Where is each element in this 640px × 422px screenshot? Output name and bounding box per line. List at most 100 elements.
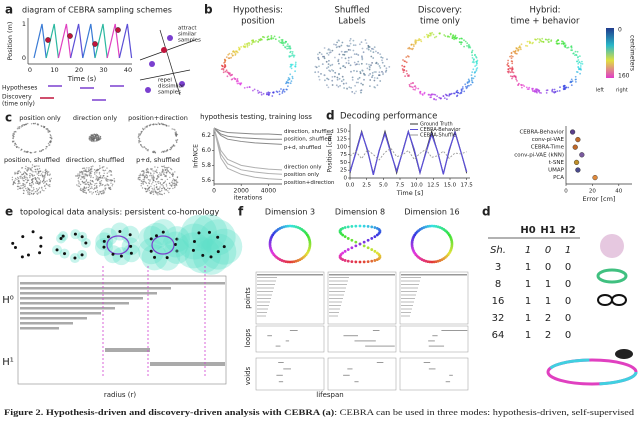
embedding-point [153,176,155,179]
embedding-point [137,178,139,180]
embedding-point [32,183,35,185]
embedding-point [36,165,38,167]
embedding-point [91,187,93,190]
caption-text: : CEBRA can be used in three modes: hypo… [334,408,634,417]
embedding-point [30,192,33,195]
embedding-point [376,84,379,87]
embedding-point [102,177,104,179]
embedding-point [225,56,228,58]
embedding-point [554,91,557,93]
embedding-point [108,179,110,181]
embedding-point [93,137,95,139]
embedding-point [449,33,452,36]
barcode-bar [20,322,73,325]
barcode-bar [20,312,101,315]
embedding-point [18,147,20,149]
barcode-frame [255,325,325,353]
embedding-point [175,181,178,183]
embedding-point [32,193,34,196]
error-dot [573,159,580,166]
embedding-point [166,149,169,151]
embedding-point [525,44,527,47]
embedding-point [152,189,154,191]
embedding-point [88,168,90,170]
embedding-point [567,46,570,49]
embedding-point [375,71,377,73]
embedding-point [14,179,16,181]
barcode-bar [354,381,359,383]
embedding-point [96,178,98,180]
label: Position [cm] [327,133,334,172]
embedding-point [143,173,145,175]
label: similar [178,32,197,38]
embedding-point [50,177,52,180]
embedding-point [350,224,354,228]
y-tick-label: t-SNE [549,160,565,166]
embedding-point [12,141,14,143]
label: (time only) [2,101,35,108]
embedding-point [90,176,92,179]
embedding-point [342,53,344,56]
embedding-point [49,180,51,182]
embedding-point [570,49,572,51]
decoding-line [349,147,467,161]
embedding-point [97,136,99,138]
embedding-point [407,47,409,50]
embedding-point [347,62,350,65]
embedding-point [510,52,513,55]
axis [159,29,181,96]
embedding-point [40,150,43,152]
label: 160 [618,73,630,80]
embedding-point [48,171,50,173]
embedding-point [29,169,32,171]
embedding-point [368,63,370,66]
barcode-bar [257,294,272,296]
label: iterations [234,195,262,202]
embedding-point [157,182,160,184]
embedding-point [514,49,517,52]
embedding-point [471,57,474,59]
embedding-point [570,84,573,87]
embedding-point [79,175,81,177]
label: attract [178,26,197,32]
barcode-bar [267,335,272,337]
embedding-point [83,173,85,175]
barcode-frame [327,325,397,353]
embedding-point [328,59,330,62]
label: 0 [618,27,622,34]
embedding-point [48,144,50,146]
barcode-bar [257,298,271,299]
barcode-bar [257,274,323,276]
embedding-point [105,177,108,179]
embedding-point [38,192,40,194]
embedding-point [527,88,530,90]
embedding-point [37,174,40,177]
embedding-point [39,170,41,173]
embedding-point [522,84,524,86]
embedding-point [349,64,352,67]
embedding-point [165,149,168,152]
embedding-point [521,86,523,89]
embedding-point [24,175,26,177]
embedding-point [366,224,370,228]
embedding-point [338,39,340,42]
barcode-bar [423,362,431,363]
y-tick-label: 75 [340,152,347,158]
embedding-point [89,183,92,185]
embedding-point [346,237,350,240]
embedding-point [105,180,108,182]
axis [139,69,191,81]
barcode-bar [20,292,157,295]
embedding-point [570,78,573,81]
embedding-point [36,182,39,184]
x-tick-label: 40 [615,189,622,195]
dimension-title: Dimension 3 [265,208,315,217]
embedding-point [96,172,98,174]
error-dot [592,175,598,181]
embedding-point [95,136,97,138]
embedding-point [331,84,334,86]
loss-line [213,127,283,145]
embedding-point [349,39,351,42]
embedding-point [411,82,414,84]
embedding-point [286,45,288,48]
